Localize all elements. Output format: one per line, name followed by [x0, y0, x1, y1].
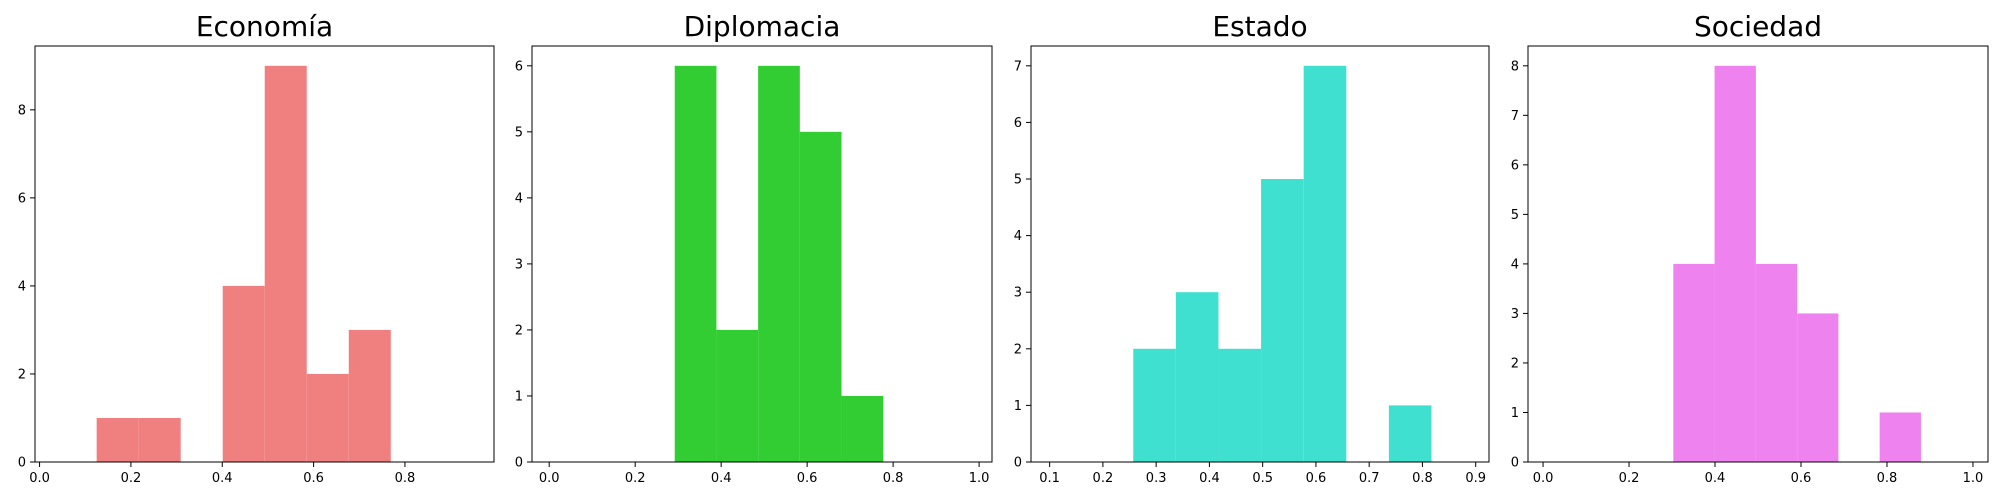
- y-tick-label: 1: [1511, 406, 1519, 421]
- x-tick-label: 0.7: [1359, 471, 1380, 486]
- x-tick-label: 0.4: [711, 471, 732, 486]
- y-tick-label: 8: [18, 103, 26, 118]
- x-tick-label: 0.6: [1306, 471, 1327, 486]
- y-tick-label: 2: [1014, 342, 1022, 357]
- histogram-bar: [1879, 412, 1921, 462]
- x-tick-label: 0.8: [1412, 471, 1433, 486]
- y-tick-label: 3: [1014, 286, 1022, 301]
- plot-frame: [34, 45, 495, 463]
- x-tick-label: 0.8: [1877, 471, 1898, 486]
- y-tick-label: 4: [515, 191, 523, 206]
- histogram-bar: [138, 417, 181, 462]
- x-tick-label: 0.0: [29, 471, 50, 486]
- y-tick-label: 7: [1511, 109, 1519, 124]
- y-tick-label: 6: [1511, 158, 1519, 173]
- y-tick-label: 2: [18, 367, 26, 382]
- x-tick-label: 0.2: [1619, 471, 1640, 486]
- histogram-bar: [1261, 179, 1304, 462]
- x-tick-label: 0.6: [797, 471, 818, 486]
- x-tick-label: 0.8: [395, 471, 416, 486]
- y-tick-label: 3: [1511, 307, 1519, 322]
- histogram-bar: [1388, 405, 1432, 462]
- y-tick-label: 6: [1014, 116, 1022, 131]
- x-tick-label: 1.0: [1963, 471, 1984, 486]
- y-tick-label: 0: [18, 456, 26, 471]
- y-tick-label: 1: [515, 389, 523, 404]
- histogram-bar: [348, 329, 391, 462]
- x-tick-label: 0.6: [303, 471, 324, 486]
- chart-title: Estado: [1212, 10, 1307, 43]
- y-tick-label: 0: [1014, 456, 1022, 471]
- plot-frame: [1030, 45, 1490, 463]
- x-tick-label: 0.4: [212, 471, 233, 486]
- x-tick-label: 0.2: [1093, 471, 1114, 486]
- chart-panel: Diplomacia 0.0 0.2 0.4 0.6 0.8 1.0 0 1 2 3 4 5 6: [515, 10, 993, 486]
- histogram-bar: [96, 417, 139, 462]
- histogram-bar: [674, 65, 717, 463]
- y-tick-label: 1: [1014, 399, 1022, 414]
- histogram-bar: [841, 395, 884, 462]
- chart-panel: Economía 0.0 0.2 0.4 0.6 0.8 0 2 4 6 8: [18, 10, 495, 486]
- histogram-bar: [1755, 263, 1798, 462]
- x-tick-label: 0.2: [625, 471, 646, 486]
- x-tick-label: 0.9: [1465, 471, 1486, 486]
- y-tick-label: 6: [515, 59, 523, 74]
- y-tick-label: 0: [515, 456, 523, 471]
- plot-frame: [1527, 45, 1989, 463]
- histogram-bar: [1797, 313, 1839, 462]
- x-tick-label: 0.8: [883, 471, 904, 486]
- histogram-bar: [1133, 348, 1176, 462]
- histogram-bar: [1714, 65, 1756, 463]
- y-tick-label: 8: [1511, 59, 1519, 74]
- x-tick-label: 1.0: [969, 471, 990, 486]
- histogram-bar: [264, 65, 307, 463]
- histogram-bar: [1218, 348, 1262, 462]
- histogram-bar: [1175, 292, 1219, 462]
- plot-frame: [531, 45, 993, 463]
- chart-panel: Sociedad 0.0 0.2 0.4 0.6 0.8 1.0 0 1 2 3 4 5 6 7 8: [1511, 10, 1989, 486]
- y-tick-label: 5: [1014, 173, 1022, 188]
- y-tick-label: 6: [18, 191, 26, 206]
- x-tick-label: 0.0: [1533, 471, 1554, 486]
- y-tick-label: 7: [1014, 59, 1022, 74]
- histogram-bar: [758, 65, 800, 463]
- x-tick-label: 0.4: [1199, 471, 1220, 486]
- chart-title: Sociedad: [1694, 10, 1822, 43]
- x-tick-label: 0.4: [1705, 471, 1726, 486]
- histogram-bar: [799, 131, 842, 463]
- x-tick-label: 0.2: [121, 471, 142, 486]
- histogram-bar: [716, 329, 759, 462]
- x-tick-label: 0.6: [1791, 471, 1812, 486]
- x-tick-label: 0.1: [1039, 471, 1060, 486]
- x-tick-label: 0.3: [1146, 471, 1167, 486]
- y-tick-label: 0: [1511, 456, 1519, 471]
- histogram-bar: [1303, 65, 1347, 463]
- y-tick-label: 4: [18, 279, 26, 294]
- y-tick-label: 5: [515, 125, 523, 140]
- y-tick-label: 2: [515, 323, 523, 338]
- histogram-bar: [1673, 263, 1715, 462]
- x-tick-label: 0.0: [539, 471, 560, 486]
- histogram-bar: [306, 373, 349, 462]
- y-tick-label: 3: [515, 257, 523, 272]
- x-tick-label: 0.5: [1252, 471, 1273, 486]
- chart-title: Economía: [196, 10, 333, 43]
- y-tick-label: 4: [1014, 229, 1022, 244]
- y-tick-label: 2: [1511, 356, 1519, 371]
- chart-title: Diplomacia: [684, 10, 841, 43]
- y-tick-label: 4: [1511, 257, 1519, 272]
- chart-panel: Estado 0.1 0.2 0.3 0.4 0.5 0.6 0.7 0.8 0.9 0 1 2 3 4 5 6…: [1014, 10, 1490, 486]
- y-tick-label: 5: [1511, 208, 1519, 223]
- histogram-bar: [222, 285, 265, 462]
